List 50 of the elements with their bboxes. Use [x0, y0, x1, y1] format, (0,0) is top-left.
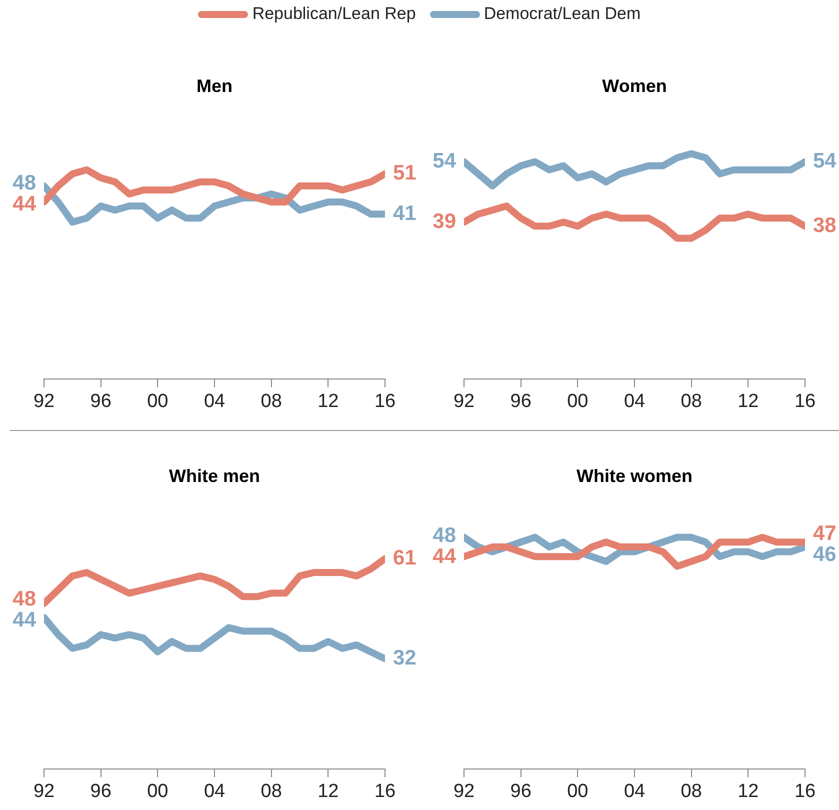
- data-label: 44: [12, 608, 36, 632]
- chart-title: White women: [576, 466, 692, 486]
- x-tick-label: 04: [624, 780, 646, 802]
- x-tick-label: 00: [567, 390, 588, 412]
- x-tick-label: 00: [147, 390, 168, 412]
- x-tick-label: 04: [204, 390, 226, 412]
- x-tick-label: 16: [794, 780, 816, 802]
- x-tick-label: 08: [680, 390, 702, 412]
- data-label: 48: [12, 171, 36, 194]
- x-tick-label: 92: [453, 780, 475, 802]
- legend-label: Republican/Lean Rep: [252, 4, 416, 24]
- x-tick-label: 04: [624, 390, 646, 412]
- x-tick-label: 16: [374, 390, 396, 412]
- x-tick-label: 96: [90, 390, 112, 412]
- data-label: 48: [12, 588, 36, 611]
- data-label: 61: [393, 546, 417, 570]
- data-label: 47: [813, 522, 836, 545]
- data-label: 46: [813, 542, 836, 566]
- x-tick-label: 96: [90, 780, 112, 802]
- x-tick-label: 96: [510, 390, 532, 412]
- x-tick-label: 96: [510, 780, 532, 802]
- x-tick-label: 92: [453, 390, 475, 412]
- chart-title: Men: [196, 76, 232, 96]
- data-label: 38: [813, 214, 837, 237]
- data-label: 44: [432, 545, 456, 568]
- x-tick-label: 08: [260, 390, 282, 412]
- x-tick-label: 16: [794, 390, 816, 412]
- data-label: 44: [12, 192, 36, 216]
- x-tick-label: 00: [567, 780, 588, 802]
- data-label: 41: [393, 202, 417, 225]
- legend-label: Democrat/Lean Dem: [484, 4, 641, 24]
- x-tick-label: 92: [33, 390, 55, 412]
- x-tick-label: 12: [738, 780, 759, 802]
- data-label: 32: [393, 646, 416, 670]
- chart-title: White men: [168, 466, 260, 486]
- chart-title: Women: [602, 76, 667, 96]
- data-label: 54: [813, 150, 837, 173]
- x-tick-label: 00: [147, 780, 168, 802]
- x-tick-label: 16: [374, 780, 396, 802]
- data-label: 51: [393, 162, 417, 185]
- data-label: 54: [432, 150, 456, 173]
- x-tick-label: 12: [318, 780, 339, 802]
- x-tick-label: 08: [260, 780, 282, 802]
- x-tick-label: 08: [680, 780, 702, 802]
- data-label: 48: [432, 524, 456, 548]
- x-tick-label: 04: [204, 780, 226, 802]
- x-tick-label: 92: [33, 780, 55, 802]
- data-label: 39: [432, 210, 456, 233]
- x-tick-label: 12: [738, 390, 759, 412]
- x-tick-label: 12: [318, 390, 339, 412]
